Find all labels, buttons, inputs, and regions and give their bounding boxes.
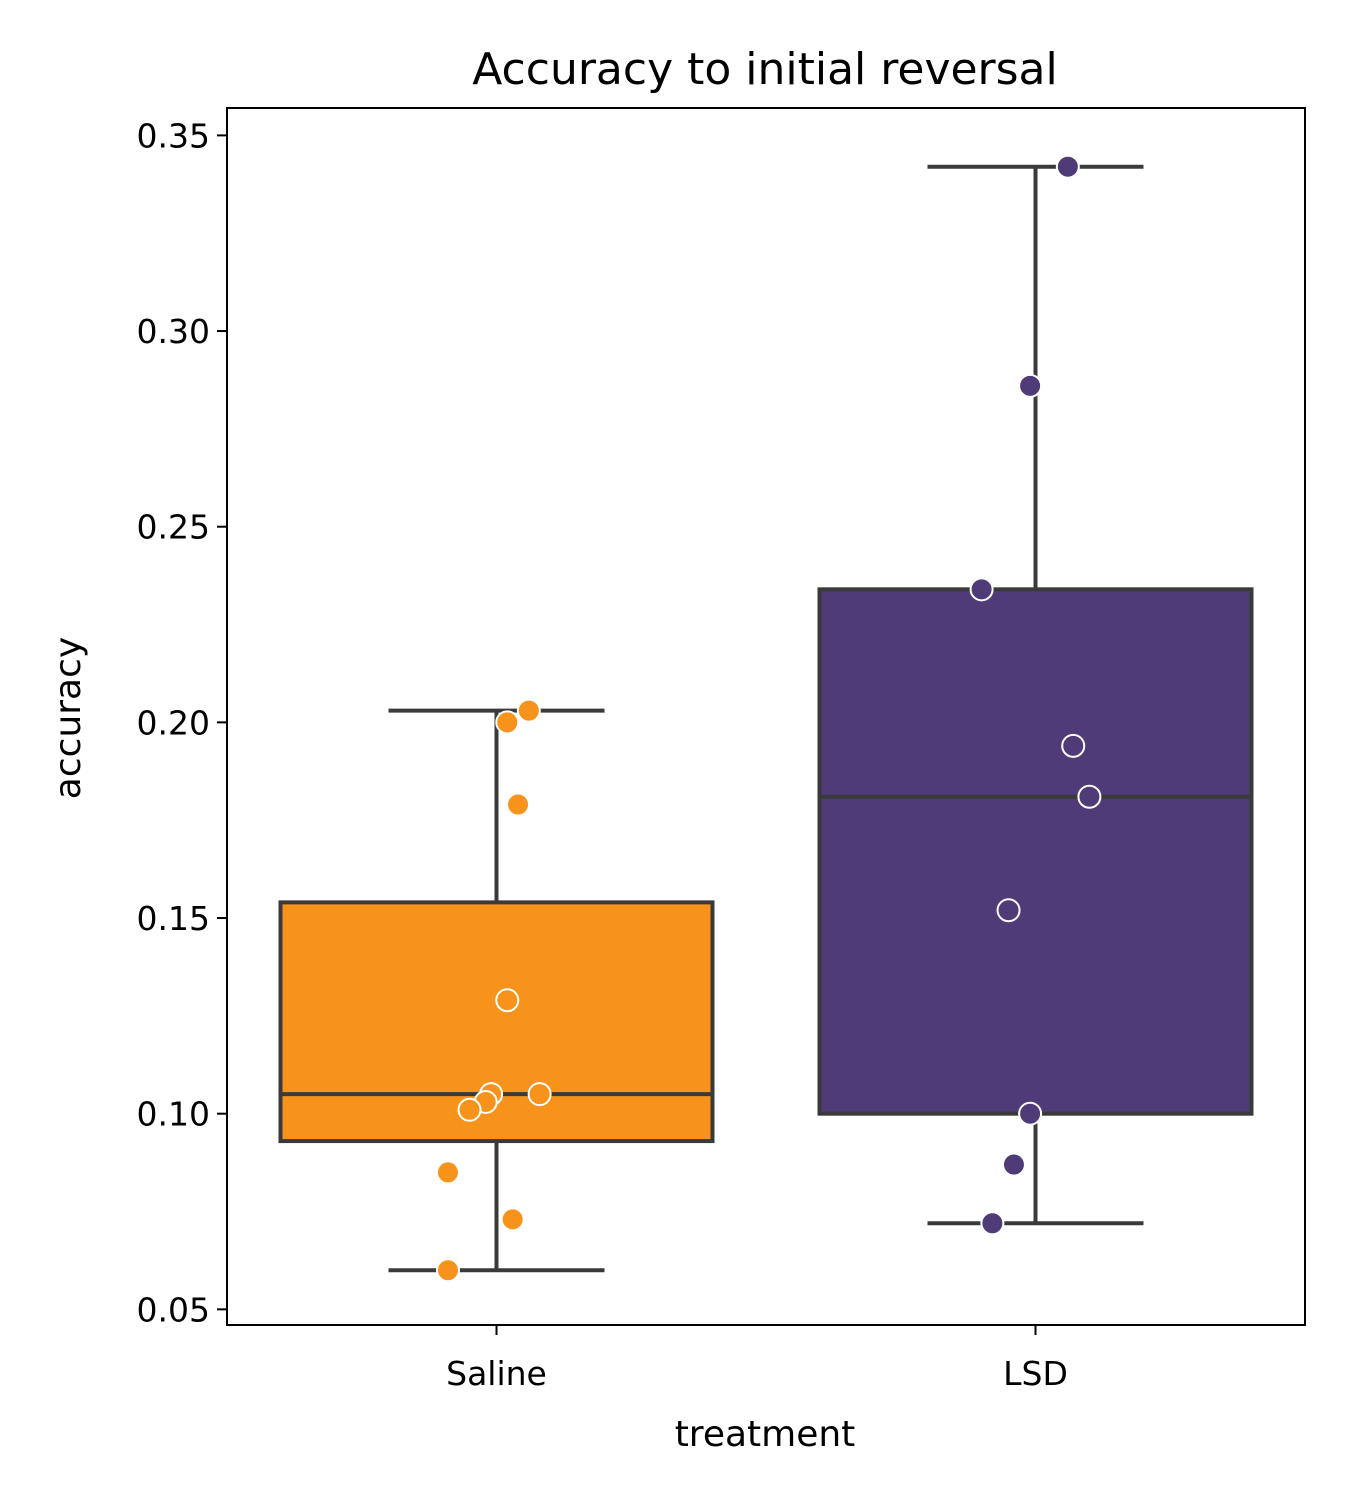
data-point [1018, 1101, 1043, 1126]
data-point [500, 1207, 525, 1232]
data-point [1018, 373, 1043, 398]
points-layer [435, 154, 1102, 1283]
data-point [1077, 784, 1102, 809]
data-point [516, 698, 541, 723]
data-point [435, 1160, 460, 1185]
y-tick-label: 0.15 [137, 899, 210, 938]
data-point [495, 988, 520, 1013]
y-tick-label: 0.30 [137, 312, 210, 351]
x-tick-label: Saline [446, 1354, 547, 1393]
data-point [1061, 733, 1086, 758]
y-tick-label: 0.35 [137, 116, 210, 155]
x-axis-label: treatment [675, 1414, 856, 1455]
data-point [506, 792, 531, 817]
data-point [435, 1258, 460, 1283]
axes-layer: 0.05 0.10 0.15 0.20 0.25 0.30 0.35 Saline LSD [137, 107, 1306, 1393]
y-axis-label: accuracy [48, 637, 89, 799]
data-point [527, 1082, 552, 1107]
y-tick-label: 0.10 [137, 1095, 210, 1134]
plot-frame [226, 107, 1306, 1326]
data-point [457, 1097, 482, 1122]
x-tick-label: LSD [1003, 1354, 1068, 1393]
box-group-saline [278, 708, 715, 1273]
box-group-lsd [817, 164, 1254, 1226]
boxes-layer [278, 164, 1254, 1273]
box-lsd [817, 587, 1254, 1116]
y-tick-label: 0.20 [137, 703, 210, 742]
y-tick-label: 0.25 [137, 508, 210, 547]
data-point [1001, 1152, 1026, 1177]
data-point [980, 1211, 1005, 1236]
y-tick-label: 0.05 [137, 1290, 210, 1329]
data-point [1055, 154, 1080, 179]
data-point [996, 898, 1021, 923]
data-point [495, 710, 520, 735]
chart-title: Accuracy to initial reversal [472, 44, 1058, 95]
data-point [969, 577, 994, 602]
